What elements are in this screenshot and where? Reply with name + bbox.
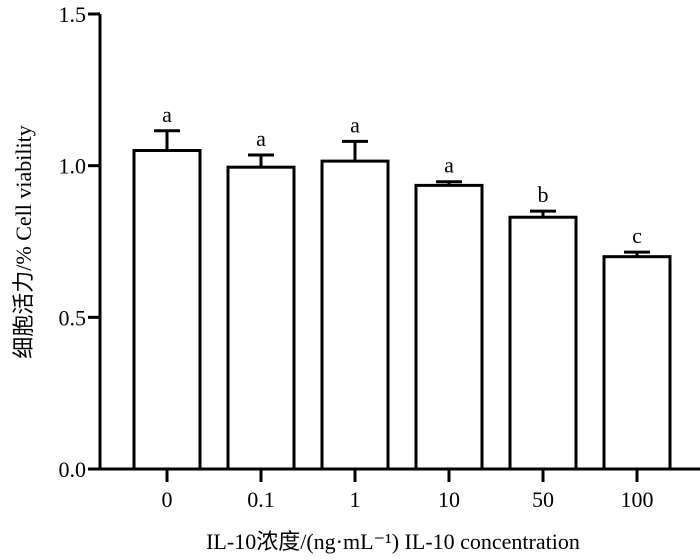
bar — [508, 215, 578, 471]
bar — [414, 183, 484, 471]
y-axis-title: 细胞活力/% Cell viability — [11, 125, 36, 358]
error-bars — [154, 129, 650, 257]
y-tick-label: 0.0 — [59, 457, 87, 482]
x-tick-label: 0 — [162, 487, 173, 512]
y-tick-label: 1.5 — [59, 2, 87, 27]
bars — [132, 149, 672, 471]
significance-label: c — [632, 223, 642, 248]
bar — [602, 255, 672, 471]
x-tick-label: 0.1 — [247, 487, 275, 512]
significance-label: a — [350, 112, 360, 137]
x-axis-title: IL-10浓度/(ng·mL⁻¹) IL-10 concentration — [206, 529, 580, 554]
y-tick-label: 1.0 — [59, 154, 87, 179]
significance-label: b — [538, 182, 549, 207]
y-ticks: 0.0 0.5 1.0 1.5 — [59, 2, 100, 482]
significance-labels: a a a a b c — [162, 102, 642, 248]
y-tick-label: 0.5 — [59, 305, 87, 330]
x-ticks: 0 0.1 1 10 50 100 — [162, 469, 654, 512]
x-tick-label: 50 — [532, 487, 554, 512]
x-tick-label: 100 — [621, 487, 654, 512]
bar — [132, 149, 202, 471]
significance-label: a — [162, 102, 172, 127]
significance-label: a — [256, 126, 266, 151]
bar — [226, 165, 296, 471]
bar — [320, 159, 390, 471]
x-tick-label: 1 — [350, 487, 361, 512]
significance-label: a — [444, 153, 454, 178]
x-tick-label: 10 — [438, 487, 460, 512]
